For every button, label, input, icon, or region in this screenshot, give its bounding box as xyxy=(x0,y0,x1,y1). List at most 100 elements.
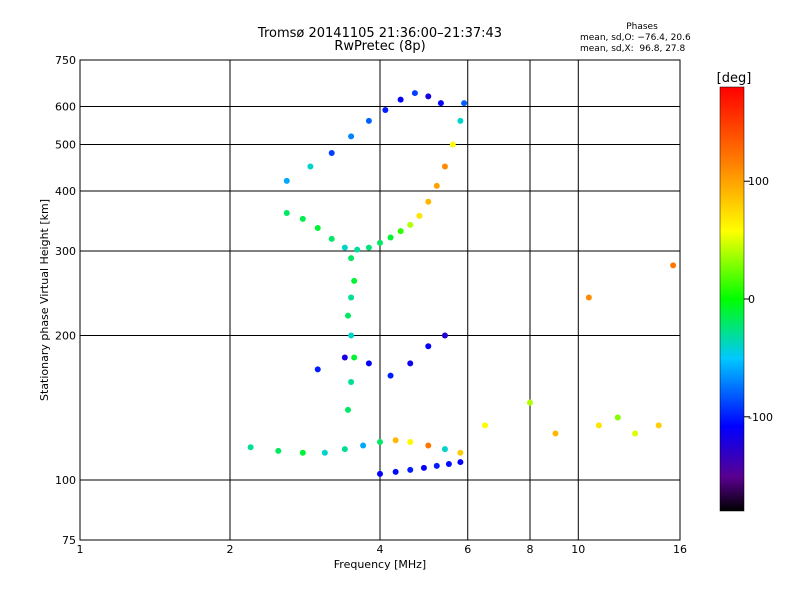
data-point xyxy=(397,96,404,103)
data-point xyxy=(457,459,464,466)
data-point xyxy=(457,117,464,124)
data-point xyxy=(407,439,414,446)
data-point xyxy=(377,470,383,477)
data-point xyxy=(411,90,418,97)
data-point xyxy=(407,360,414,367)
data-point xyxy=(321,449,328,456)
data-point xyxy=(377,439,383,446)
data-point xyxy=(275,447,282,454)
data-point xyxy=(348,332,355,339)
data-point xyxy=(552,430,559,437)
x-tick-label: 1 xyxy=(77,543,84,556)
data-point xyxy=(348,133,355,140)
data-point xyxy=(247,444,254,451)
data-point xyxy=(585,294,592,301)
data-point xyxy=(354,246,361,253)
y-tick-label: 400 xyxy=(55,185,76,198)
data-point xyxy=(365,360,372,367)
data-point xyxy=(449,141,456,148)
data-point xyxy=(482,422,489,429)
data-point xyxy=(461,100,468,107)
stats-o-mode: mean, sd,O: −76.4, 20.6 xyxy=(580,33,691,43)
data-point xyxy=(437,100,444,107)
data-point xyxy=(283,177,290,184)
y-tick-label: 750 xyxy=(55,54,76,67)
plot-frame xyxy=(79,59,681,541)
chart-title: Tromsø 20141105 21:36:00–21:37:43 xyxy=(257,26,503,41)
x-tick-label: 2 xyxy=(227,543,234,556)
y-tick-label: 600 xyxy=(55,101,76,114)
x-tick-label: 6 xyxy=(464,543,471,556)
data-point xyxy=(344,312,351,319)
data-point xyxy=(314,366,321,373)
data-point xyxy=(348,379,355,386)
y-tick-label: 75 xyxy=(62,534,76,547)
data-point xyxy=(365,244,372,251)
y-tick-label: 100 xyxy=(55,474,76,487)
x-tick-labels: 1 2 4 6 8 10 16 xyxy=(77,543,688,556)
data-point xyxy=(425,198,432,205)
colorbar-label: [deg] xyxy=(717,71,752,86)
colorbar xyxy=(719,86,745,512)
data-point xyxy=(392,437,399,444)
chart-subtitle: RwPretec (8p) xyxy=(334,39,426,54)
x-tick-label: 16 xyxy=(673,543,687,556)
data-point xyxy=(382,107,389,114)
data-point xyxy=(377,239,383,246)
stats-x-mode: mean, sd,X: 96.8, 27.8 xyxy=(580,44,686,54)
data-point xyxy=(387,372,394,379)
y-axis-label: Stationary phase Virtual Height [km] xyxy=(38,199,51,401)
data-point xyxy=(299,215,306,222)
data-point xyxy=(416,212,423,219)
data-point xyxy=(348,294,355,301)
stats-title: Phases xyxy=(626,22,658,32)
data-point xyxy=(299,449,306,456)
data-point xyxy=(425,93,432,100)
y-tick-label: 200 xyxy=(55,330,76,343)
data-point xyxy=(341,446,348,453)
data-point xyxy=(407,221,414,228)
data-point xyxy=(420,464,427,471)
x-tick-label: 4 xyxy=(377,543,384,556)
x-tick-label: 10 xyxy=(571,543,585,556)
y-tick-labels: 75 100 200 300 400 500 600 750 xyxy=(55,54,76,547)
grid-lines xyxy=(80,60,680,540)
data-point xyxy=(670,262,677,269)
data-point xyxy=(614,414,621,421)
data-point xyxy=(655,422,662,429)
data-point xyxy=(595,422,602,429)
data-point xyxy=(348,255,355,262)
y-tick-label: 500 xyxy=(55,139,76,152)
data-point xyxy=(351,277,358,284)
data-point xyxy=(307,163,314,170)
data-point xyxy=(341,354,348,361)
colorbar-tick-label: 100 xyxy=(748,175,769,188)
data-point xyxy=(527,399,533,406)
data-point xyxy=(283,210,290,217)
colorbar-tick-label: 0 xyxy=(748,293,755,306)
data-point xyxy=(425,442,432,449)
data-point xyxy=(344,406,351,413)
data-point xyxy=(445,460,452,467)
data-point xyxy=(457,449,464,456)
data-point xyxy=(433,182,440,189)
data-point xyxy=(328,235,335,242)
x-axis-label: Frequency [MHz] xyxy=(334,558,426,571)
x-tick-label: 8 xyxy=(527,543,534,556)
data-points xyxy=(247,90,677,477)
data-point xyxy=(341,244,348,251)
data-point xyxy=(441,332,448,339)
data-point xyxy=(392,468,399,475)
data-point xyxy=(365,117,372,124)
data-point xyxy=(397,228,404,235)
y-tick-label: 300 xyxy=(55,245,76,258)
colorbar-tick-label: -100 xyxy=(748,411,773,424)
data-point xyxy=(433,462,440,469)
data-point xyxy=(328,150,335,157)
data-point xyxy=(441,163,448,170)
colorbar-ticks: 100 0 -100 xyxy=(744,175,773,424)
data-point xyxy=(632,430,639,437)
data-point xyxy=(425,343,432,350)
data-point xyxy=(407,466,414,473)
